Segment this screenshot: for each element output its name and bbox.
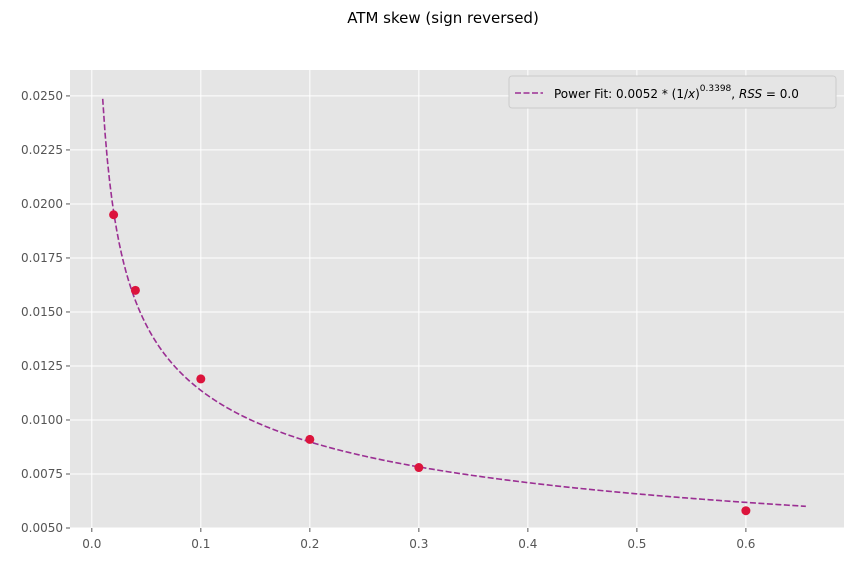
- x-tick-label: 0.1: [191, 537, 210, 551]
- chart-title: ATM skew (sign reversed): [347, 9, 539, 27]
- fit-series: [101, 98, 806, 508]
- data-point: [414, 463, 424, 473]
- legend: Power Fit: 0.0052 * (1/x)0.3398, RSS = 0…: [508, 75, 837, 109]
- data-point: [109, 210, 119, 220]
- legend-label-fit: Power Fit: 0.0052 * (1/x)0.3398, RSS = 0…: [554, 84, 799, 101]
- data-point: [196, 374, 206, 384]
- grid: [70, 70, 844, 529]
- y-axis: 0.0050 0.0075 0.0100 0.0125 0.0150 0.0175 0.02…: [21, 89, 70, 535]
- legend-label-eq: = 0.0: [762, 87, 799, 101]
- x-tick-label: 0.5: [627, 537, 646, 551]
- fit-curve-line: [101, 98, 806, 508]
- y-tick-label: 0.0050: [21, 521, 63, 535]
- x-tick-label: 0.3: [409, 537, 428, 551]
- y-tick-label: 0.0150: [21, 305, 63, 319]
- legend-box: [508, 75, 837, 109]
- scatter-series: [109, 210, 751, 516]
- legend-label-var: x: [687, 87, 696, 101]
- legend-label-comma: ,: [731, 87, 739, 101]
- plot-area: [70, 70, 844, 528]
- y-tick-label: 0.0200: [21, 197, 63, 211]
- y-tick-label: 0.0075: [21, 467, 63, 481]
- y-tick-label: 0.0175: [21, 251, 63, 265]
- y-tick-label: 0.0125: [21, 359, 63, 373]
- x-tick-label: 0.0: [82, 537, 101, 551]
- x-tick-label: 0.2: [300, 537, 319, 551]
- legend-label-rss: RSS: [739, 87, 763, 101]
- y-tick-label: 0.0225: [21, 143, 63, 157]
- legend-label-prefix: Power Fit: 0.0052 * (1/: [554, 87, 689, 101]
- legend-label-exponent: 0.3398: [700, 84, 732, 94]
- data-point: [305, 434, 315, 444]
- y-tick-label: 0.0250: [21, 89, 63, 103]
- legend-label-close: ): [695, 87, 700, 101]
- data-point: [130, 285, 140, 295]
- data-point: [741, 506, 751, 516]
- y-tick-label: 0.0100: [21, 413, 63, 427]
- x-axis: 0.0 0.1 0.2 0.3 0.4 0.5 0.6: [82, 528, 755, 551]
- x-tick-label: 0.6: [736, 537, 755, 551]
- x-tick-label: 0.4: [518, 537, 537, 551]
